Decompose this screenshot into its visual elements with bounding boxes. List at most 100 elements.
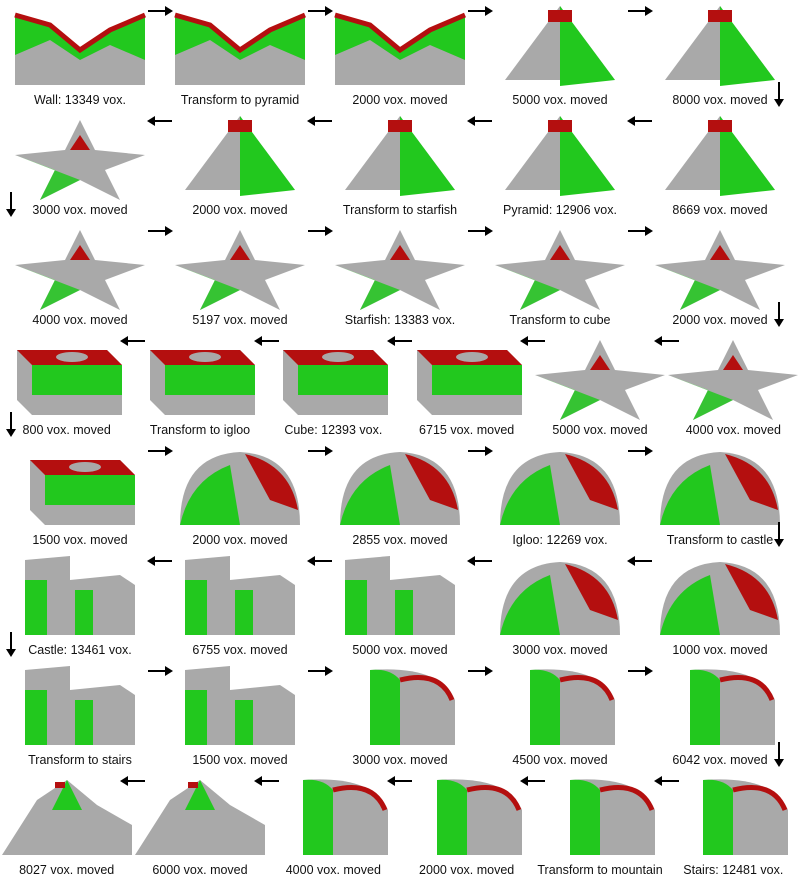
voxel-shape-pyramid (665, 6, 775, 86)
step-caption: 5000 vox. moved (352, 643, 448, 657)
voxel-step-3-5: 4000 vox. moved (663, 330, 800, 438)
arrow-left-icon (386, 334, 414, 348)
voxel-step-2-3: Transform to cube (490, 220, 630, 328)
voxel-shape-pyramid (665, 116, 775, 196)
step-caption: 6042 vox. moved (672, 753, 768, 767)
voxel-step-2-4: 2000 vox. moved (650, 220, 790, 328)
voxel-step-3-4: 5000 vox. moved (530, 330, 670, 438)
voxel-shape-castle (185, 666, 295, 745)
voxel-step-2-1: 5197 vox. moved (170, 220, 310, 328)
arrow-left-icon (519, 774, 547, 788)
voxel-step-6-4: 6042 vox. moved (650, 660, 790, 768)
voxel-shape-pyramid (185, 116, 295, 196)
step-caption: 6715 vox. moved (419, 423, 515, 437)
arrow-left-icon (306, 114, 334, 128)
arrow-down-icon (4, 630, 18, 658)
arrow-left-icon (626, 114, 654, 128)
arrow-left-icon (519, 334, 547, 348)
voxel-step-6-0: Transform to stairs (10, 660, 150, 768)
step-caption: Castle: 13461 vox. (28, 643, 132, 657)
arrow-left-icon (253, 774, 281, 788)
step-caption: 5000 vox. moved (512, 93, 608, 107)
voxel-step-4-0: 1500 vox. moved (10, 440, 150, 548)
step-caption: 2000 vox. moved (352, 93, 448, 107)
arrow-right-icon (626, 444, 654, 458)
voxel-shape-starfish (535, 340, 665, 420)
arrow-left-icon (253, 334, 281, 348)
step-caption: Wall: 13349 vox. (34, 93, 126, 107)
voxel-shape-starfish (175, 230, 305, 310)
voxel-shape-starfish (15, 230, 145, 310)
arrow-left-icon (653, 774, 681, 788)
arrow-right-icon (306, 224, 334, 238)
voxel-step-6-2: 3000 vox. moved (330, 660, 470, 768)
voxel-shape-castle (185, 556, 295, 635)
voxel-shape-starfish (495, 230, 625, 310)
step-caption: 3000 vox. moved (32, 203, 128, 217)
arrow-right-icon (306, 4, 334, 18)
step-caption: 5000 vox. moved (552, 423, 648, 437)
step-caption: 800 vox. moved (22, 423, 111, 437)
voxel-shape-stairs (690, 669, 775, 745)
voxel-step-7-3: 2000 vox. moved (397, 770, 537, 878)
arrow-right-icon (466, 224, 494, 238)
voxel-step-5-0: Castle: 13461 vox. (10, 550, 150, 658)
arrow-down-icon (772, 740, 786, 768)
voxel-step-7-2: 4000 vox. moved (263, 770, 403, 878)
step-caption: 2000 vox. moved (192, 203, 288, 217)
voxel-shape-stairs (703, 779, 789, 855)
voxel-step-7-5: Stairs: 12481 vox. (663, 770, 800, 878)
step-caption: 1000 vox. moved (672, 643, 768, 657)
arrow-down-icon (772, 80, 786, 108)
voxel-step-1-1: 2000 vox. moved (170, 110, 310, 218)
arrow-left-icon (146, 114, 174, 128)
voxel-shape-stairs (530, 669, 615, 745)
voxel-shape-castle (25, 666, 135, 745)
voxel-step-3-1: Transform to igloo (130, 330, 270, 438)
step-caption: Igloo: 12269 vox. (512, 533, 608, 547)
voxel-shape-cube (30, 460, 135, 525)
voxel-step-2-2: Starfish: 13383 vox. (330, 220, 470, 328)
arrow-right-icon (466, 664, 494, 678)
step-caption: 1500 vox. moved (32, 533, 128, 547)
voxel-step-0-0: Wall: 13349 vox. (10, 0, 150, 108)
arrow-left-icon (466, 114, 494, 128)
step-caption: Stairs: 12481 vox. (683, 863, 784, 877)
arrow-right-icon (146, 664, 174, 678)
voxel-shape-stairs (303, 779, 389, 855)
voxel-step-6-3: 4500 vox. moved (490, 660, 630, 768)
voxel-step-0-4: 8000 vox. moved (650, 0, 790, 108)
arrow-right-icon (146, 224, 174, 238)
voxel-shape-igloo (660, 452, 780, 525)
voxel-step-7-1: 6000 vox. moved (130, 770, 270, 878)
step-caption: 4500 vox. moved (512, 753, 608, 767)
voxel-shape-igloo (660, 562, 780, 635)
arrow-left-icon (146, 554, 174, 568)
arrow-left-icon (653, 334, 681, 348)
voxel-step-5-2: 5000 vox. moved (330, 550, 470, 658)
arrow-right-icon (466, 4, 494, 18)
step-caption: Transform to starfish (342, 203, 458, 217)
voxel-step-4-3: Igloo: 12269 vox. (490, 440, 630, 548)
voxel-shape-wall (174, 12, 306, 85)
voxel-shape-stairs (570, 779, 655, 855)
arrow-left-icon (119, 334, 147, 348)
voxel-shape-starfish (655, 230, 785, 310)
voxel-shape-igloo (500, 452, 620, 525)
voxel-shape-starfish (335, 230, 465, 310)
step-caption: Pyramid: 12906 vox. (503, 203, 617, 217)
step-caption: Transform to pyramid (180, 93, 300, 107)
step-caption: 1500 vox. moved (192, 753, 288, 767)
voxel-step-1-0: 3000 vox. moved (10, 110, 150, 218)
arrow-down-icon (4, 190, 18, 218)
voxel-shape-mountain (135, 780, 265, 855)
step-caption: Starfish: 13383 vox. (344, 313, 456, 327)
voxel-step-5-1: 6755 vox. moved (170, 550, 310, 658)
voxel-shape-pyramid (345, 116, 455, 196)
voxel-shape-cube (283, 350, 389, 415)
voxel-step-0-2: 2000 vox. moved (330, 0, 470, 108)
voxel-step-0-1: Transform to pyramid (170, 0, 310, 108)
arrow-right-icon (626, 4, 654, 18)
voxel-shape-pyramid (505, 116, 615, 196)
arrow-left-icon (306, 554, 334, 568)
